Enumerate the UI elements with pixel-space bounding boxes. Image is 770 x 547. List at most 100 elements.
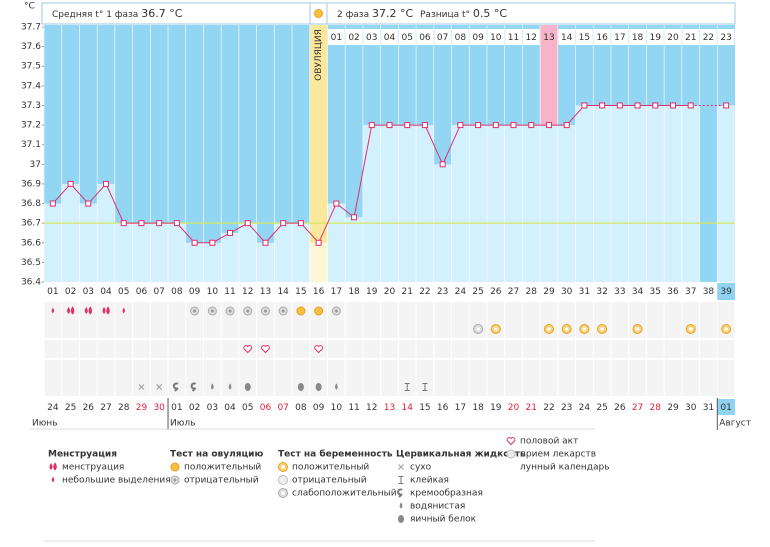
x-tick-label: 20 (384, 287, 396, 297)
symbol-cell (274, 340, 292, 358)
date-label: 23 (561, 403, 572, 413)
c (724, 327, 728, 331)
legend-item: небольшие выделения (62, 476, 171, 486)
symbol-cell (345, 360, 363, 378)
symbol-cell (115, 320, 133, 338)
drop (67, 307, 71, 314)
legend-item: положительный (292, 463, 369, 473)
drop (88, 306, 93, 315)
x-tick-label: 35 (650, 287, 661, 297)
temp-point (138, 220, 145, 227)
luteal-cell (611, 29, 629, 45)
icon-prP (561, 324, 572, 334)
symbol-cell (717, 302, 735, 320)
c (281, 465, 285, 469)
symbol-cell (664, 302, 682, 320)
symbol-cell (646, 340, 664, 358)
symbol-cell (345, 378, 363, 396)
symbol-cell (416, 360, 434, 378)
date-label: 27 (632, 403, 643, 413)
s (422, 383, 428, 391)
x-tick-label: 30 (561, 287, 573, 297)
temp-point (669, 102, 676, 109)
symbol-cell (416, 320, 434, 338)
symbol-cell (150, 320, 168, 338)
symbol-cell (327, 360, 345, 378)
drop (210, 383, 214, 390)
symbol-cell (62, 378, 79, 396)
icon-prP (490, 324, 501, 334)
temp-point (652, 102, 659, 109)
symbol-cell (115, 340, 133, 358)
luteal-day-label: 09 (472, 33, 484, 43)
symbol-cell (186, 378, 203, 396)
s (404, 383, 410, 391)
temp-point (297, 220, 304, 227)
x-tick-label: 22 (419, 287, 430, 297)
temp-column (416, 125, 434, 282)
temp-column (256, 242, 275, 282)
date-label: 29 (136, 403, 148, 413)
icon-heart (243, 345, 253, 354)
luteal-day-label: 02 (348, 33, 359, 43)
icon-prP (579, 324, 590, 334)
y-tick-label: 36.6 (21, 238, 41, 248)
symbol-cell (487, 302, 505, 320)
drop (49, 463, 53, 470)
luteal-day-label: 03 (366, 33, 377, 43)
symbol-cell (434, 378, 452, 396)
temp-point (510, 122, 517, 129)
date-label: 20 (508, 403, 520, 413)
x-tick-label: 25 (472, 287, 483, 297)
symbol-cell (292, 320, 310, 338)
y-tick-label: 37.1 (21, 140, 41, 150)
phase2-stat: 2 фаза 37.2 °C (337, 7, 413, 20)
drop (399, 502, 403, 509)
luteal-cell (558, 29, 576, 45)
temp-point (280, 220, 287, 227)
legend-item: яичный белок (410, 515, 477, 525)
temp-column (150, 223, 169, 282)
luteal-day-label: 04 (384, 33, 396, 43)
symbol-cell (576, 378, 593, 396)
temp-point (85, 200, 92, 207)
symbol-cell (434, 360, 452, 378)
temp-column (522, 125, 541, 282)
p (506, 449, 516, 459)
c (281, 491, 285, 495)
phase1-value: 36.7 °C (141, 7, 182, 20)
y-tick-label: 36.4 (21, 278, 41, 288)
icon-egg (398, 515, 404, 523)
symbol-cell (62, 360, 79, 378)
symbol-cell (257, 378, 274, 396)
y-tick-label: 37.7 (21, 23, 41, 33)
icon-ovP (296, 306, 306, 316)
symbol-cell (522, 340, 540, 358)
icon-prP (721, 324, 732, 334)
symbol-cell (398, 340, 416, 358)
x-tick-label: 32 (596, 287, 607, 297)
luteal-cell (381, 29, 398, 45)
symbol-cell (62, 340, 79, 358)
temp-point (545, 122, 552, 129)
symbol-cell (611, 378, 629, 396)
c (564, 327, 569, 331)
symbol-cell (593, 378, 611, 396)
phase2-label: 2 фаза (337, 10, 369, 20)
luteal-cell (629, 29, 646, 45)
symbol-cell (168, 378, 186, 396)
c (246, 309, 250, 313)
symbol-cell (381, 360, 398, 378)
y-tick-label: 36.9 (21, 179, 41, 189)
temp-column (203, 242, 222, 282)
x-tick-label: 01 (47, 287, 58, 297)
cr (172, 382, 179, 392)
luteal-cell (505, 29, 522, 45)
temp-column (168, 223, 186, 282)
c (476, 327, 480, 331)
x-tick-label: 29 (543, 287, 555, 297)
x-tick-label: 02 (65, 287, 76, 297)
date-label: 21 (526, 403, 537, 413)
icon-ovP (170, 462, 180, 472)
temp-point (421, 122, 428, 129)
